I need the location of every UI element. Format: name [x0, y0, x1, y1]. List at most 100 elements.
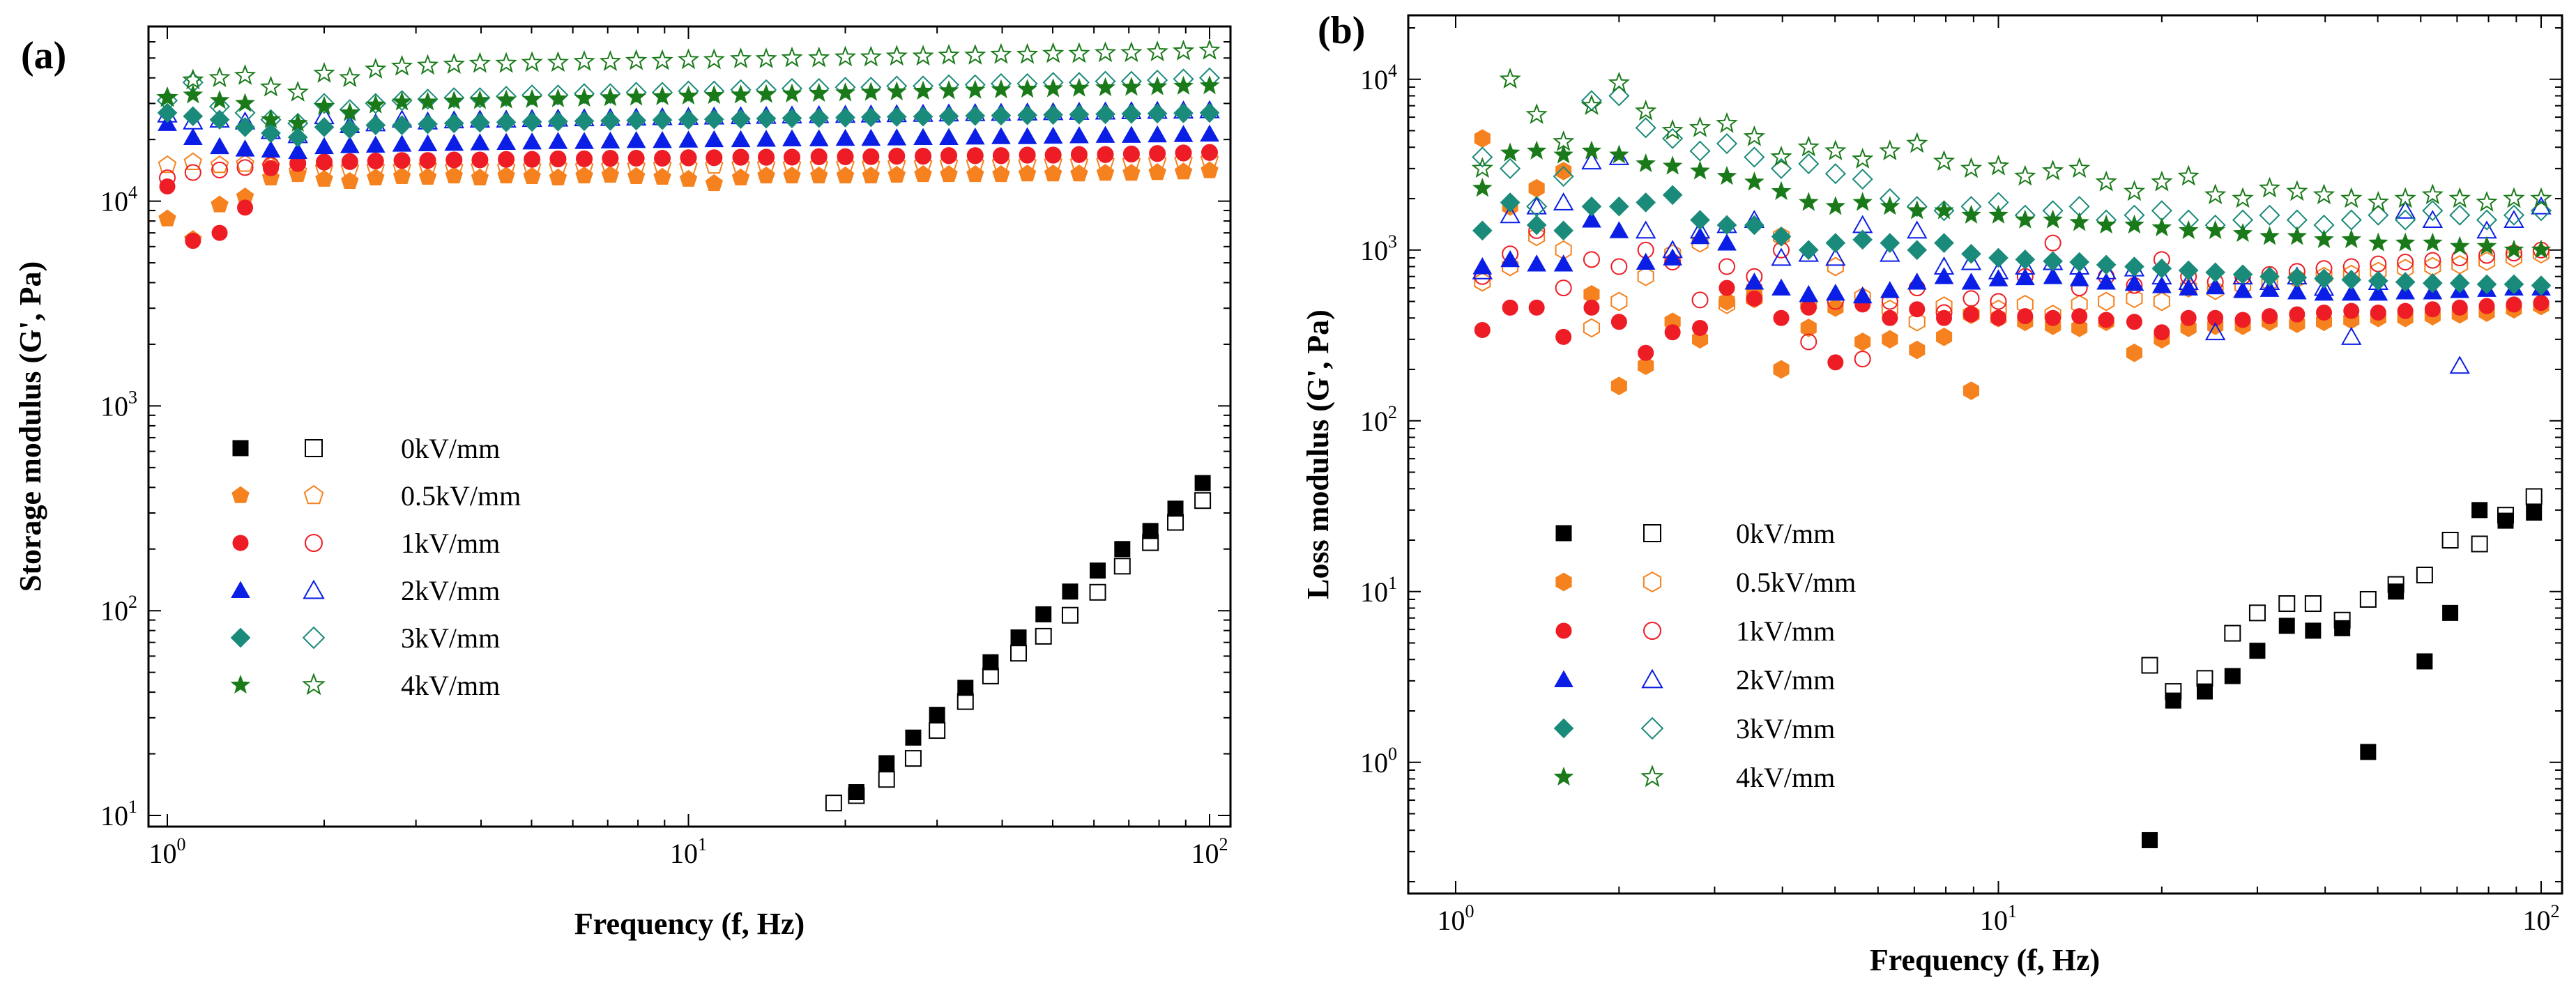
series-2kv-mm-filled-point — [2205, 277, 2225, 295]
series-0kv-mm-filled-point — [1062, 583, 1079, 600]
panel-b: (b) 100 101 102 100 101 102 103 104 0kV/mm 0.5kV… — [1301, 9, 2563, 977]
series-4kv-mm-filled-point — [496, 89, 517, 109]
series-1kv-mm-filled-point — [2045, 309, 2061, 326]
series-3kv-mm-filled-point — [1798, 240, 1819, 261]
series-2kv-mm-filled-point — [2179, 278, 2199, 296]
series-1kv-mm-hollow-point — [2397, 254, 2414, 271]
series-3kv-mm-filled-point — [1553, 220, 1574, 241]
panel-b-ticks: 100 101 102 100 101 102 103 104 — [1360, 15, 2562, 936]
series-0kv-mm-filled-point — [1194, 475, 1211, 491]
series-3kv-mm-filled-point — [600, 110, 620, 131]
series-4kv-mm-hollow-point — [2123, 180, 2146, 201]
series-4kv-mm-hollow-point — [2530, 187, 2552, 208]
series-2kv-mm-filled-point — [600, 131, 620, 149]
series-4kv-mm-hollow-point — [416, 54, 439, 75]
series-4kv-mm-filled-point — [1690, 160, 1710, 180]
series-2kv-mm-filled-point — [1825, 283, 1845, 301]
series-3kv-mm-filled-point — [470, 112, 490, 133]
series-4kv-mm-hollow-point — [1146, 40, 1168, 62]
series-4kv-mm-filled-point — [183, 84, 204, 104]
series-1kv-mm-filled-point — [1882, 309, 1898, 326]
series-1kv-mm-hollow-point — [184, 164, 201, 181]
series-0-5kv-mm-hollow-point — [2153, 291, 2170, 312]
series-4kv-mm-hollow-point — [2286, 180, 2308, 201]
series-3kv-mm-filled-point — [2151, 258, 2172, 279]
series-0kv-mm-filled-point — [2305, 622, 2322, 639]
series-4kv-mm-filled-point — [1069, 77, 1090, 97]
series-1kv-mm-filled-point — [498, 151, 515, 168]
series-2kv-mm-filled-point — [731, 130, 751, 148]
legend-0kv-mm-label: 0kV/mm — [1736, 518, 1835, 549]
series-4kv-mm-filled-point — [1472, 178, 1493, 197]
series-4kv-mm-hollow-point — [547, 51, 570, 72]
series-4kv-mm-hollow-point — [912, 45, 934, 66]
series-4kv-mm-hollow-point — [703, 48, 726, 70]
y-tick-label: 101 — [1360, 573, 1397, 608]
series-1kv-mm-filled-point — [2017, 308, 2034, 325]
series-4kv-mm-filled-point — [2423, 232, 2443, 252]
series-4kv-mm-filled-point — [209, 90, 230, 109]
series-1kv-mm-filled-point — [2154, 324, 2170, 341]
series-1kv-mm-filled-point — [2424, 301, 2441, 318]
series-0-5kv-mm-filled-point — [211, 195, 229, 213]
y-tick-label: 100 — [1360, 744, 1397, 779]
series-4kv-mm-hollow-point — [1068, 42, 1090, 63]
series-3kv-mm-filled-point — [2449, 273, 2470, 293]
series-3kv-mm-hollow-point — [1744, 146, 1765, 168]
series-4kv-mm-filled-point — [418, 91, 438, 111]
series-1kv-mm-filled-point — [211, 224, 228, 241]
series-3kv-mm-filled-point — [209, 109, 230, 130]
series-4kv-mm-filled-point — [521, 89, 542, 108]
series-4kv-mm-filled-point — [2395, 232, 2416, 252]
series-1kv-mm-filled-point — [862, 148, 879, 165]
series-2kv-mm-filled-point — [1799, 284, 1819, 302]
series-3kv-mm-filled-point — [1173, 103, 1194, 123]
series-3kv-mm-hollow-point — [2014, 204, 2036, 226]
series-3kv-mm-filled-point — [835, 107, 855, 128]
series-2kv-mm-filled-point — [1663, 248, 1683, 266]
series-0-5kv-mm-hollow-point — [1746, 289, 1763, 309]
series-1kv-mm-filled-point — [2126, 314, 2142, 330]
series-4kv-mm-hollow-point — [2258, 176, 2281, 198]
series-0kv-mm-filled-point — [2196, 683, 2213, 700]
series-1kv-mm-filled-point — [2451, 299, 2468, 316]
series-4kv-mm-hollow-point — [390, 54, 413, 76]
series-0-5kv-mm-filled-point — [158, 209, 176, 227]
series-2kv-mm-filled-point — [1472, 257, 1493, 275]
series-4kv-mm-filled-point — [340, 102, 360, 122]
series-1kv-mm-filled-point — [2234, 312, 2251, 328]
series-4kv-mm-filled-point — [2069, 212, 2089, 231]
series-4kv-mm-filled-point — [2531, 239, 2552, 259]
series-3kv-mm-filled-point — [860, 107, 881, 128]
series-0kv-mm-filled-point — [2442, 604, 2459, 621]
series-4kv-mm-filled-point — [1771, 181, 1792, 201]
series-4kv-mm-hollow-point — [1743, 125, 1766, 146]
series-0-5kv-mm-filled-point — [757, 166, 775, 184]
series-0kv-mm-hollow-point — [2359, 590, 2377, 608]
series-4kv-mm-hollow-point — [990, 43, 1012, 64]
series-1kv-mm-hollow-point — [1718, 258, 1736, 275]
series-0-5kv-mm-filled-point — [601, 165, 620, 183]
series-3kv-mm-filled-point — [913, 106, 933, 127]
series-2kv-mm-hollow-point — [1825, 247, 1846, 266]
series-1kv-mm-filled-point — [576, 151, 593, 167]
series-0kv-mm-filled-point — [1090, 562, 1106, 579]
series-0-5kv-mm-filled-point — [679, 169, 698, 187]
series-4kv-mm-hollow-point — [2204, 183, 2227, 205]
series-0-5kv-mm-filled-point — [1638, 356, 1654, 376]
series-4kv-mm-hollow-point — [2340, 187, 2363, 208]
series-0kv-mm-filled-point — [2360, 744, 2377, 760]
series-4kv-mm-hollow-point — [259, 75, 282, 97]
series-1kv-mm-filled-point — [2506, 296, 2522, 313]
series-4kv-mm-hollow-point — [1580, 94, 1603, 116]
panel-a-data-points — [156, 38, 1221, 812]
series-1kv-mm-filled-point — [2098, 312, 2114, 328]
series-4kv-mm-hollow-point — [521, 51, 543, 72]
series-2kv-mm-filled-point — [913, 128, 933, 145]
series-0kv-mm-filled-point — [957, 680, 974, 696]
series-3kv-mm-filled-point — [521, 112, 542, 132]
series-4kv-mm-hollow-point — [2312, 183, 2335, 205]
series-3kv-mm-hollow-point — [1716, 133, 1738, 155]
series-4kv-mm-hollow-point — [1824, 139, 1847, 161]
series-0kv-mm-hollow-point — [2248, 604, 2266, 622]
